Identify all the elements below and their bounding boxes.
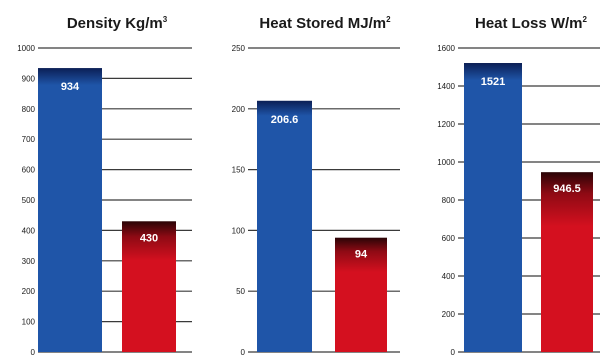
chart-title: Heat Loss W/m2 <box>475 15 588 32</box>
y-tick-label: 1400 <box>437 82 455 91</box>
y-tick-label: 0 <box>451 348 456 356</box>
y-tick-label: 1000 <box>17 44 35 53</box>
y-tick-label: 250 <box>232 44 246 53</box>
bar-blue <box>257 101 312 352</box>
bar-value-label: 94 <box>355 249 368 261</box>
y-tick-label: 200 <box>22 287 36 296</box>
y-tick-label: 1600 <box>437 44 455 53</box>
y-tick-label: 100 <box>232 226 246 235</box>
y-tick-label: 1000 <box>437 158 455 167</box>
chart-panel-2: Heat Stored MJ/m2 0 50 100 150 200 250 206.6 94 <box>232 15 400 356</box>
chart-title: Heat Stored MJ/m2 <box>259 15 391 32</box>
chart-panel-1: Density Kg/m3 0 100 200 300 400 500 600 700 800 90… <box>17 15 192 356</box>
y-tick-label: 800 <box>442 196 456 205</box>
y-tick-label: 50 <box>236 287 245 296</box>
bar-value-label: 946.5 <box>553 183 581 195</box>
y-tick-label: 150 <box>232 166 246 175</box>
y-tick-label: 600 <box>442 234 456 243</box>
bar-value-label: 934 <box>61 81 80 93</box>
bar-blue <box>464 63 522 352</box>
bar-value-label: 1521 <box>481 76 505 88</box>
chart-title-superscript: 2 <box>583 15 588 24</box>
chart-panel-3: Heat Loss W/m2 0 200 400 600 800 1000 1200 1400 1… <box>437 15 600 356</box>
y-tick-label: 100 <box>22 318 36 327</box>
y-tick-label: 400 <box>22 226 36 235</box>
y-tick-label: 200 <box>442 310 456 319</box>
chart-title-text: Heat Loss W/m <box>475 15 583 32</box>
y-tick-label: 200 <box>232 105 246 114</box>
bar-blue <box>38 68 102 352</box>
bar-value-label: 430 <box>140 232 158 244</box>
y-tick-label: 800 <box>22 105 36 114</box>
chart-title-text: Density Kg/m <box>67 15 163 32</box>
y-tick-label: 1200 <box>437 120 455 129</box>
y-tick-label: 400 <box>442 272 456 281</box>
chart-title-text: Heat Stored MJ/m <box>259 15 386 32</box>
bar-value-label: 206.6 <box>271 114 299 126</box>
y-tick-label: 700 <box>22 135 36 144</box>
y-tick-label: 300 <box>22 257 36 266</box>
y-tick-label: 500 <box>22 196 36 205</box>
y-tick-label: 900 <box>22 74 36 83</box>
y-tick-label: 0 <box>241 348 246 356</box>
chart-title: Density Kg/m3 <box>67 15 168 32</box>
y-tick-label: 600 <box>22 166 36 175</box>
chart-title-superscript: 3 <box>163 15 168 24</box>
bar-red <box>541 172 593 352</box>
chart-title-superscript: 2 <box>386 15 391 24</box>
y-tick-label: 0 <box>31 348 36 356</box>
